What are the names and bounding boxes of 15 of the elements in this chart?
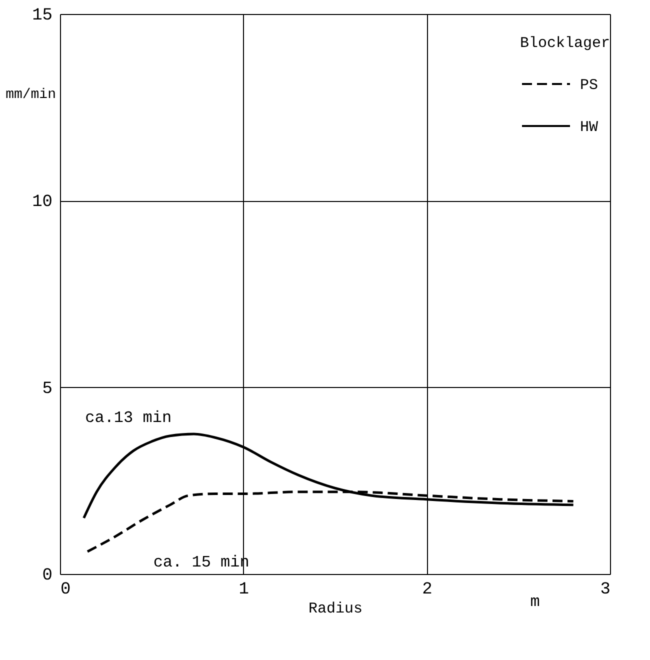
legend-label: PS [580,77,598,94]
y-tick-label: 5 [42,380,52,399]
legend-title: Blocklager [520,35,610,52]
y-tick-label: 0 [42,566,52,586]
x-tick-label: 1 [238,580,249,600]
x-axis-title: Radius [308,600,363,618]
y-tick-label: 15 [32,6,52,26]
x-tick-label: 0 [60,580,71,600]
text: m [530,593,540,611]
x-tick-label: 3 [600,580,610,600]
y-tick-label: 10 [32,193,52,212]
annotation: ca.13 min [85,408,172,427]
legend-label: HW [580,119,598,136]
y-axis-title: mm/min [6,87,56,103]
x-tick-label: 2 [422,580,432,600]
